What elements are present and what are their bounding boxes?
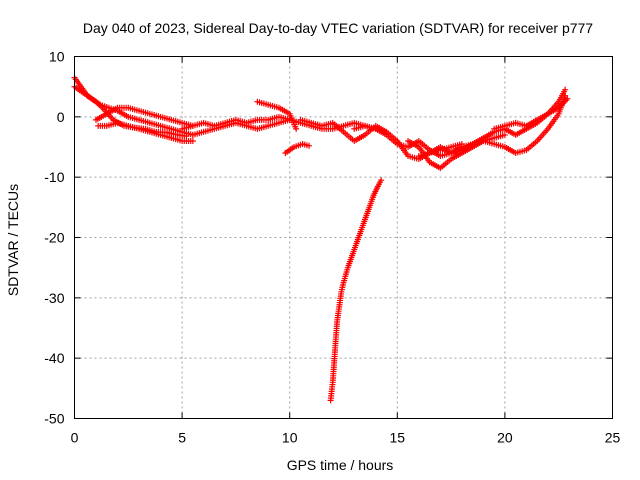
x-tick-label: 5 bbox=[178, 430, 186, 446]
series-arc-12 bbox=[415, 140, 465, 160]
y-tick-label: 0 bbox=[57, 109, 65, 125]
data-point bbox=[562, 92, 569, 99]
series-arc-7 bbox=[254, 98, 300, 132]
data-point bbox=[293, 125, 300, 132]
data-point bbox=[564, 95, 571, 102]
y-tick-label: 10 bbox=[49, 49, 65, 65]
series-arc-3 bbox=[93, 104, 196, 129]
x-tick-label: 10 bbox=[282, 430, 298, 446]
grid bbox=[74, 56, 613, 419]
series-arc-11 bbox=[405, 92, 569, 172]
x-axis-label: GPS time / hours bbox=[287, 457, 394, 473]
x-tick-label: 15 bbox=[390, 430, 406, 446]
data-point bbox=[378, 177, 385, 184]
data-point bbox=[458, 140, 465, 147]
y-tick-label: -30 bbox=[44, 290, 64, 306]
y-tick-label: -40 bbox=[44, 350, 64, 366]
data-point bbox=[562, 86, 569, 93]
series-arc-2 bbox=[71, 83, 196, 138]
series-arc-6 bbox=[189, 116, 293, 138]
x-tick-label: 25 bbox=[605, 430, 621, 446]
y-tick-label: -20 bbox=[44, 230, 64, 246]
series-arc-4 bbox=[95, 119, 196, 144]
y-tick-label: -10 bbox=[44, 169, 64, 185]
y-axis-label: SDTVAR / TECUs bbox=[5, 184, 21, 296]
series-arc-13 bbox=[491, 95, 571, 132]
x-tick-label: 0 bbox=[71, 430, 79, 446]
data-series bbox=[71, 74, 571, 404]
series-arc-8 bbox=[282, 140, 313, 157]
chart-title: Day 040 of 2023, Sidereal Day-to-day VTE… bbox=[83, 20, 593, 36]
y-tick-label: -50 bbox=[44, 411, 64, 427]
data-point bbox=[501, 131, 508, 138]
ticks: 0 5 10 15 20 25 10 0 -10 -20 -30 -40 -50 bbox=[44, 49, 620, 446]
data-point bbox=[306, 142, 313, 149]
x-tick-label: 20 bbox=[497, 430, 513, 446]
series-arc-14 bbox=[327, 177, 385, 404]
data-point bbox=[189, 137, 196, 144]
